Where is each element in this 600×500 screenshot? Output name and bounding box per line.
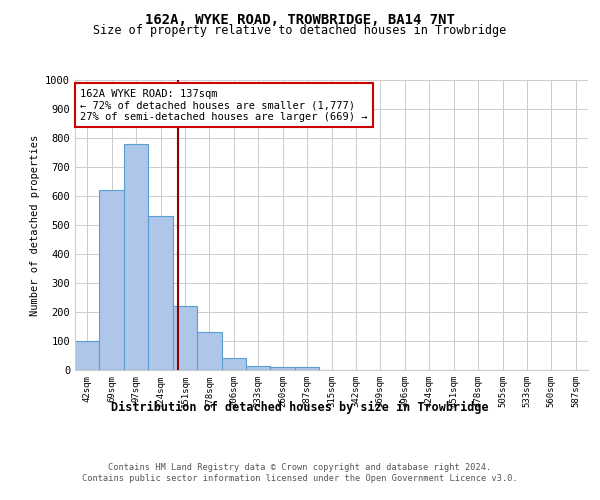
Text: Distribution of detached houses by size in Trowbridge: Distribution of detached houses by size … bbox=[111, 401, 489, 414]
Text: 162A, WYKE ROAD, TROWBRIDGE, BA14 7NT: 162A, WYKE ROAD, TROWBRIDGE, BA14 7NT bbox=[145, 12, 455, 26]
Y-axis label: Number of detached properties: Number of detached properties bbox=[29, 134, 40, 316]
Bar bbox=[197, 332, 221, 370]
Bar bbox=[75, 341, 100, 370]
Bar bbox=[221, 358, 246, 370]
Bar bbox=[295, 367, 319, 370]
Bar bbox=[173, 306, 197, 370]
Text: Contains public sector information licensed under the Open Government Licence v3: Contains public sector information licen… bbox=[82, 474, 518, 483]
Text: Size of property relative to detached houses in Trowbridge: Size of property relative to detached ho… bbox=[94, 24, 506, 37]
Bar bbox=[100, 190, 124, 370]
Bar bbox=[124, 144, 148, 370]
Bar bbox=[246, 366, 271, 370]
Bar bbox=[148, 216, 173, 370]
Text: Contains HM Land Registry data © Crown copyright and database right 2024.: Contains HM Land Registry data © Crown c… bbox=[109, 462, 491, 471]
Bar bbox=[271, 367, 295, 370]
Text: 162A WYKE ROAD: 137sqm
← 72% of detached houses are smaller (1,777)
27% of semi-: 162A WYKE ROAD: 137sqm ← 72% of detached… bbox=[80, 88, 368, 122]
